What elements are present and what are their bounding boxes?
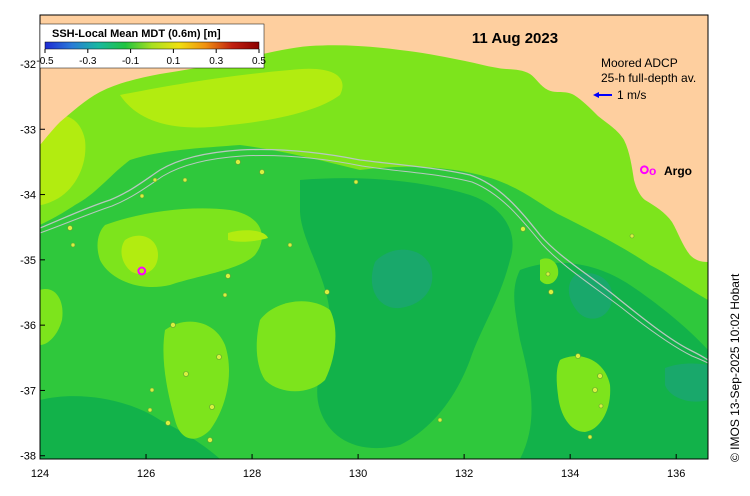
colorbar-tick-label: -0.1 [122, 56, 140, 67]
ssh-high-patch-e [40, 289, 63, 345]
y-tick-label: -33 [20, 124, 36, 136]
ssh-high-patch-b [256, 301, 336, 392]
ssh-higher-patch-a [121, 235, 158, 275]
x-tick-label: 134 [561, 468, 579, 480]
x-tick-label: 136 [667, 468, 685, 480]
argo-legend-label: Argo [664, 164, 692, 178]
colorbar-tick-label: 0.5 [252, 56, 266, 67]
x-tick-label: 130 [349, 468, 367, 480]
argo-float-marker [639, 165, 649, 175]
y-tick-label: -32 [20, 59, 36, 71]
adcp-arrowhead-icon [593, 92, 599, 98]
ssh-lower-eddy-2 [568, 272, 613, 319]
colorbar-tick-label: -0.5 [36, 56, 54, 67]
argo-float-marker [137, 266, 147, 276]
x-tick-label: 132 [455, 468, 473, 480]
map-plot-area [40, 15, 708, 459]
adcp-scale-label: 1 m/s [617, 88, 646, 102]
map-title: 11 Aug 2023 [472, 30, 558, 47]
ssh-higher-patch-b [228, 230, 268, 242]
argo-legend-symbol: o [649, 164, 656, 178]
y-tick-label: -36 [20, 320, 36, 332]
colorbar-title: SSH-Local Mean MDT (0.6m) [m] [52, 28, 221, 40]
y-tick-label: -38 [20, 451, 36, 463]
ssh-low-south [40, 396, 220, 459]
ssh-higher-patch-centre [120, 68, 343, 128]
shelf-contour-inner [40, 154, 708, 364]
adcp-legend-line1: Moored ADCP [601, 56, 678, 70]
shelf-contour [40, 148, 708, 361]
y-axis: -32 -33 -34 -35 -36 -37 -38 [20, 59, 45, 463]
argo-float-markers [137, 165, 649, 276]
ssh-high-patch-f [540, 258, 559, 285]
ssh-low-core [300, 178, 513, 449]
colorbar-tick-label: 0.3 [209, 56, 223, 67]
y-tick-label: -35 [20, 255, 36, 267]
colorbar-ticks: -0.5 -0.3 -0.1 0.1 0.3 0.5 [36, 49, 266, 67]
x-tick-label: 126 [137, 468, 155, 480]
x-tick-label: 128 [243, 468, 261, 480]
ssh-high-patch-d [556, 356, 611, 432]
adcp-legend: Moored ADCP 25-h full-depth av. 1 m/s [593, 56, 696, 102]
argo-legend: o Argo [649, 164, 692, 178]
data-point-markers [67, 159, 635, 443]
ssh-higher-patch-west [40, 115, 86, 205]
colorbar-bar [44, 41, 260, 50]
land-australia [40, 15, 708, 262]
colorbar: SSH-Local Mean MDT (0.6m) [m] -0.5 -0.3 -0… [36, 23, 266, 69]
ssh-lower-eddy-3 [665, 363, 708, 402]
y-tick-label: -37 [20, 385, 36, 397]
colorbar-tick-label: 0.1 [166, 56, 180, 67]
y-tick-label: -34 [20, 190, 36, 202]
colorbar-tick-label: -0.3 [79, 56, 97, 67]
plot-frame [39, 14, 709, 460]
credit-text: © IMOS 13-Sep-2025 10:02 Hobart [728, 273, 742, 462]
ssh-lower-eddy-1 [371, 249, 433, 309]
x-tick-label: 124 [31, 468, 49, 480]
adcp-legend-line2: 25-h full-depth av. [601, 71, 696, 85]
x-axis: 124 126 128 130 132 134 136 [31, 454, 685, 480]
